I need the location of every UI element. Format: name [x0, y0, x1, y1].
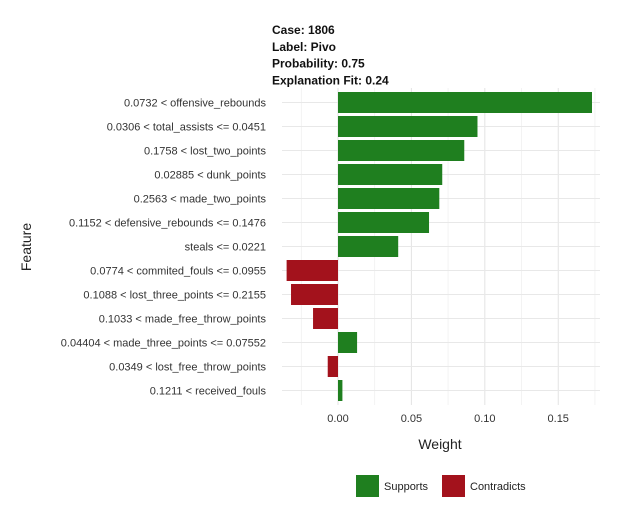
feature-label: 0.1758 < lost_two_points [144, 146, 267, 158]
bar-supports [338, 164, 443, 185]
bar-supports [338, 116, 478, 137]
legend-key-contradicts [442, 475, 465, 497]
feature-label: 0.0349 < lost_free_throw_points [109, 362, 266, 374]
header-line: Case: 1806 [272, 23, 335, 37]
feature-labels: 0.0732 < offensive_rebounds 0.0306 < tota… [61, 98, 267, 398]
legend-key-supports [356, 475, 379, 497]
bar-contradicts [327, 356, 338, 377]
x-tick-label: 0.05 [401, 413, 422, 425]
chart-header: Case: 1806 Label: Pivo Probability: 0.75 Ex… [272, 23, 389, 87]
bar-supports [338, 236, 399, 257]
bars [286, 92, 592, 401]
feature-label: 0.02885 < dunk_points [154, 170, 266, 182]
header-line: Label: Pivo [272, 40, 336, 54]
feature-label: 0.1152 < defensive_rebounds <= 0.1476 [69, 218, 266, 230]
bar-supports [338, 140, 465, 161]
header-line: Probability: 0.75 [272, 57, 365, 71]
x-tick-label: 0.15 [548, 413, 569, 425]
feature-label: steals <= 0.0221 [185, 242, 266, 254]
bar-supports [338, 332, 358, 353]
header-line: Explanation Fit: 0.24 [272, 73, 389, 87]
x-tick-labels: 0.00 0.05 0.10 0.15 [327, 413, 569, 425]
feature-label: 0.1033 < made_free_throw_points [99, 314, 267, 326]
feature-label: 0.04404 < made_three_points <= 0.07552 [61, 338, 266, 350]
feature-label: 0.0732 < offensive_rebounds [124, 98, 266, 110]
bar-contradicts [291, 284, 338, 305]
x-tick-label: 0.10 [474, 413, 495, 425]
y-axis-title: Feature [18, 223, 34, 271]
feature-label: 0.1211 < received_fouls [150, 386, 267, 398]
bar-supports [338, 212, 430, 233]
bar-contradicts [313, 308, 338, 329]
legend-label-supports: Supports [384, 481, 429, 493]
feature-label: 0.2563 < made_two_points [134, 194, 267, 206]
bar-supports [338, 188, 440, 209]
legend-label-contradicts: Contradicts [470, 481, 526, 493]
bar-supports [338, 380, 343, 401]
feature-label: 0.0306 < total_assists <= 0.0451 [107, 122, 266, 134]
feature-label: 0.0774 < commited_fouls <= 0.0955 [90, 266, 266, 278]
bar-contradicts [286, 260, 338, 281]
feature-label: 0.1088 < lost_three_points <= 0.2155 [83, 290, 266, 302]
x-tick-label: 0.00 [327, 413, 348, 425]
x-axis-title: Weight [418, 436, 461, 452]
legend: Supports Contradicts [356, 475, 526, 497]
bar-supports [338, 92, 592, 113]
